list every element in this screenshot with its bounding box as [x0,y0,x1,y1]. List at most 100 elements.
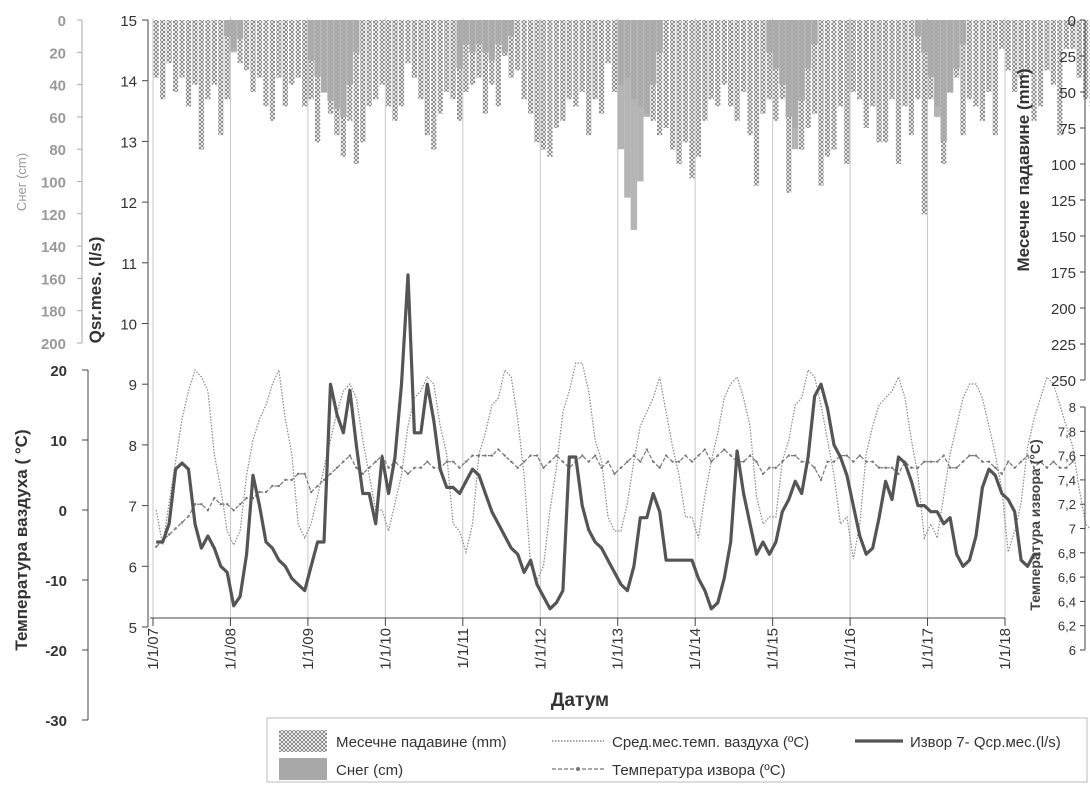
spring-temp-point [890,466,894,469]
precip-bar [553,20,560,128]
snow-bar [340,20,347,117]
spring-temp-point [1007,460,1010,463]
legend-label-spring-temp: Температура извора (ºC) [612,762,786,779]
snow-bar [333,20,341,109]
precip-bar [456,20,463,121]
precip-bar [702,20,708,121]
spring-temp-point [742,460,745,463]
spring-temp-point [645,448,648,451]
precip-bar [882,20,889,143]
spring-temp-point [1032,466,1036,469]
spring-temp-point [471,454,474,457]
precip-bar [302,20,308,107]
precip-bar [424,20,430,136]
spring-temp-point [987,460,991,463]
precip-bar [560,20,566,121]
precip-bar [160,20,166,100]
precip-bar [482,20,489,114]
precip-bar [657,20,663,136]
snow-tick-label: 0 [58,13,66,30]
precip-tick-label: 150 [1051,229,1076,246]
snow-bar [346,20,354,85]
spring-temp-point [510,460,513,463]
spring-temp-point [245,496,248,500]
spring-temp-point [619,466,623,469]
spring-temp-point [1039,460,1042,463]
spring-temp-point [271,484,274,488]
precip-bar [992,20,998,136]
spring-temp-point [774,466,778,469]
spring-temp-point [329,472,332,476]
spring-temp-point [581,454,584,457]
spring-temp-point [865,460,868,463]
snow-tick-label: 120 [41,207,66,224]
discharge-tick-label: 7 [129,499,137,516]
precip-bar [921,20,927,215]
spring-temp-point [819,478,823,482]
precip-bar [172,20,179,92]
spring-temp-point [419,466,423,469]
snow-bar [224,20,231,37]
air-temp-tick-label: -10 [45,573,67,590]
spring-temp-point [697,454,700,457]
snow-bar [927,20,934,77]
spring-temp-point [936,460,939,463]
legend-swatch-precip [279,730,327,752]
spring-temp-point [671,460,674,463]
spring-temp-point [284,478,287,482]
spring-temp-point [290,478,293,482]
spring-temp-point [348,454,352,457]
snow-bar [314,20,321,77]
precip-bar [889,20,895,100]
x-tick-label: 1/1/10 [377,628,394,670]
spring-temp-point [884,466,887,469]
spring-temp-point [226,503,229,506]
snow-bar [772,20,780,69]
snow-bar [953,20,960,69]
precip-bar [566,20,572,100]
discharge-tick-label: 10 [120,317,137,334]
discharge-tick-label: 14 [120,74,137,91]
precip-bar [353,20,359,164]
discharge-line [156,273,1041,611]
precip-tick-label: 50 [1059,85,1076,102]
legend-swatch-snow [279,758,327,780]
spring-temp-point [974,454,978,457]
spring-temp-point [1045,466,1049,469]
spring-temp-point [910,466,913,469]
precip-tick-label: 0 [1068,13,1076,30]
spring-temp-point [929,460,932,463]
snow-bar [798,20,805,101]
spring-temp-point [677,460,681,463]
spring-temp-tick-label: 6 [1069,643,1076,658]
precip-bar [586,20,592,136]
spring-temp-point [1019,460,1023,463]
precip-bar [289,20,295,85]
snow-tick-label: 80 [49,142,66,159]
x-tick-label: 1/1/16 [842,628,859,670]
spring-temp-point [716,454,719,457]
precip-bar [669,20,676,150]
spring-temp-point [555,454,558,457]
spring-temp-point [400,466,403,469]
snow-bar [230,20,237,53]
discharge-tick-label: 11 [121,256,137,273]
air-temp-tick-label: 0 [59,503,67,520]
spring-temp-point [794,454,797,457]
legend-label-precip: Месечне падавине (mm) [336,734,507,751]
precip-bar [450,20,456,100]
spring-temp-point [535,454,539,457]
axes-layer: 1/1/07 1/1/08 1/1/09 1/1/10 1/1/11 1/1/12 1/1/… [12,13,1086,730]
spring-temp-point [548,460,552,463]
spring-temp-point [516,466,519,469]
snow-bar [940,20,947,142]
snow-bar [482,20,489,53]
precip-bar [431,20,437,150]
snow-bar [630,20,638,230]
precip-bar [663,20,669,128]
snow-bar [637,20,644,182]
spring-temp-point [1026,454,1029,457]
precip-bar [211,20,217,85]
spring-temp-point [800,460,803,463]
bars-layer [153,20,1090,230]
